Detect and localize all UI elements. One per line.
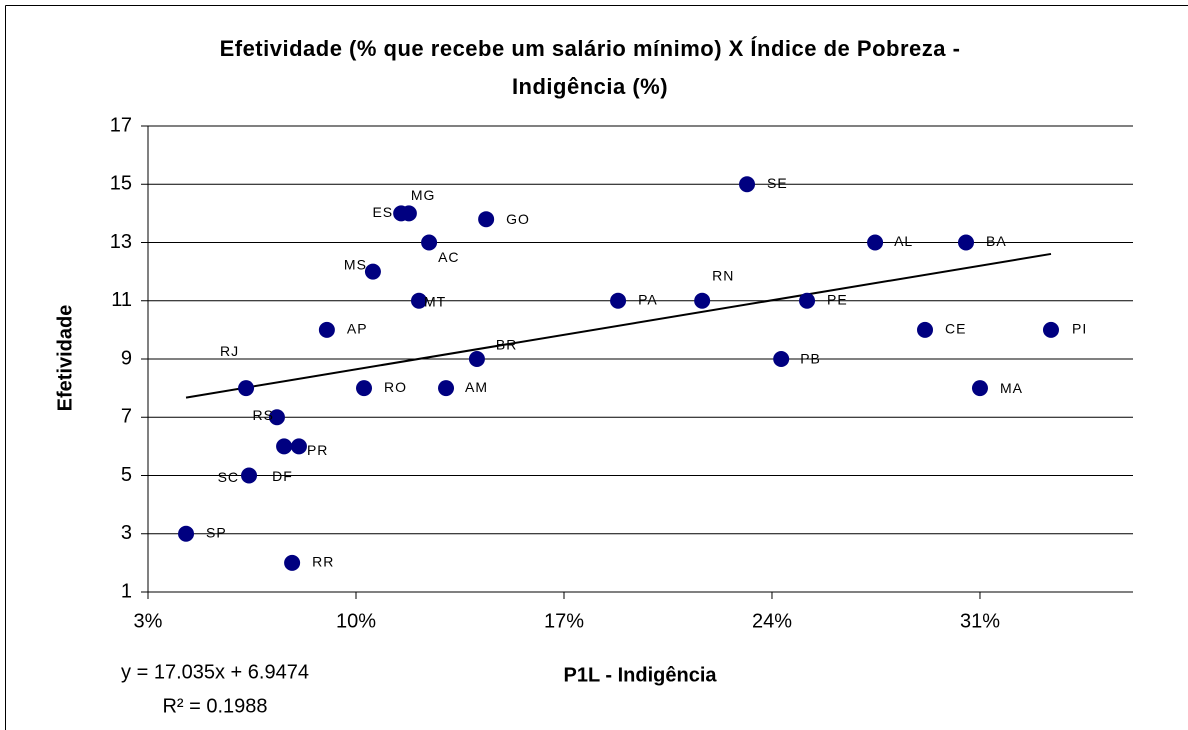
x-tick-label: 10%	[336, 610, 376, 632]
point-label: PB	[800, 351, 821, 367]
point-label: PE	[827, 291, 848, 307]
point	[410, 292, 427, 309]
x-axis-title: P1L - Indigência	[564, 664, 718, 686]
point	[318, 321, 335, 338]
y-tick-label: 13	[110, 231, 132, 253]
y-tick-label: 17	[110, 114, 132, 136]
x-tick-label: 24%	[752, 610, 792, 632]
chart-title: Indigência (%)	[512, 74, 668, 99]
point	[773, 351, 790, 367]
point-label: SP	[206, 524, 227, 540]
point	[739, 176, 756, 193]
chart-title: Efetividade (% que recebe um salário mín…	[220, 36, 961, 61]
point-label: RN	[712, 267, 734, 283]
trendline	[185, 252, 1052, 399]
point-label: MT	[424, 293, 446, 309]
point-label: RR	[312, 554, 334, 570]
y-tick-label: 7	[121, 406, 132, 428]
point	[284, 554, 301, 571]
point	[971, 380, 988, 397]
point-label: PI	[1072, 321, 1087, 337]
x-tick-label: 3%	[134, 610, 163, 632]
point-label: AP	[347, 321, 368, 337]
point-label: RO	[384, 379, 407, 395]
x-tick-label: 31%	[960, 610, 1000, 632]
point	[478, 211, 495, 228]
point-label: SE	[767, 175, 788, 191]
point	[867, 234, 884, 251]
trendline-equation: y = 17.035x + 6.9474	[121, 661, 309, 683]
point	[268, 409, 285, 426]
y-tick-label: 3	[121, 522, 132, 544]
point-label: RJ	[220, 343, 239, 359]
y-tick-label: 9	[121, 347, 132, 369]
point	[438, 380, 455, 397]
point-label: GO	[506, 211, 530, 227]
point	[421, 234, 438, 251]
point	[241, 467, 258, 484]
y-tick-label: 11	[111, 289, 132, 311]
point	[364, 263, 381, 280]
point-label: AC	[438, 249, 459, 265]
y-axis-title: Efetividade	[54, 305, 76, 412]
point-label: MG	[411, 187, 436, 203]
point-label: AM	[465, 379, 488, 395]
y-tick-label: 15	[110, 173, 132, 195]
point-label: PR	[307, 442, 328, 458]
point	[694, 292, 711, 309]
x-tick-label: 17%	[544, 610, 584, 632]
point	[178, 525, 195, 542]
point-label: PA	[638, 291, 658, 307]
point-label: BA	[986, 233, 1007, 249]
point	[290, 438, 307, 455]
point-label: ES	[372, 204, 393, 220]
point	[799, 292, 816, 309]
point-label: SC	[218, 469, 239, 485]
point-label: AL	[894, 233, 913, 249]
point	[917, 321, 934, 338]
point	[276, 438, 293, 455]
point	[468, 351, 485, 367]
y-tick-label: 1	[121, 580, 132, 602]
point-label: BR	[496, 337, 517, 353]
y-tick-label: 5	[121, 464, 132, 486]
point	[610, 292, 627, 309]
point	[1042, 321, 1059, 338]
point-label: CE	[945, 321, 966, 337]
point	[958, 234, 975, 251]
point	[238, 380, 255, 397]
trendline-r2: R² = 0.1988	[162, 695, 267, 717]
point-label: DF	[272, 468, 293, 484]
point-label: MS	[344, 256, 367, 272]
point	[400, 205, 417, 222]
point	[356, 380, 373, 397]
point-label: RS	[253, 407, 274, 423]
point-label: MA	[1000, 380, 1023, 396]
